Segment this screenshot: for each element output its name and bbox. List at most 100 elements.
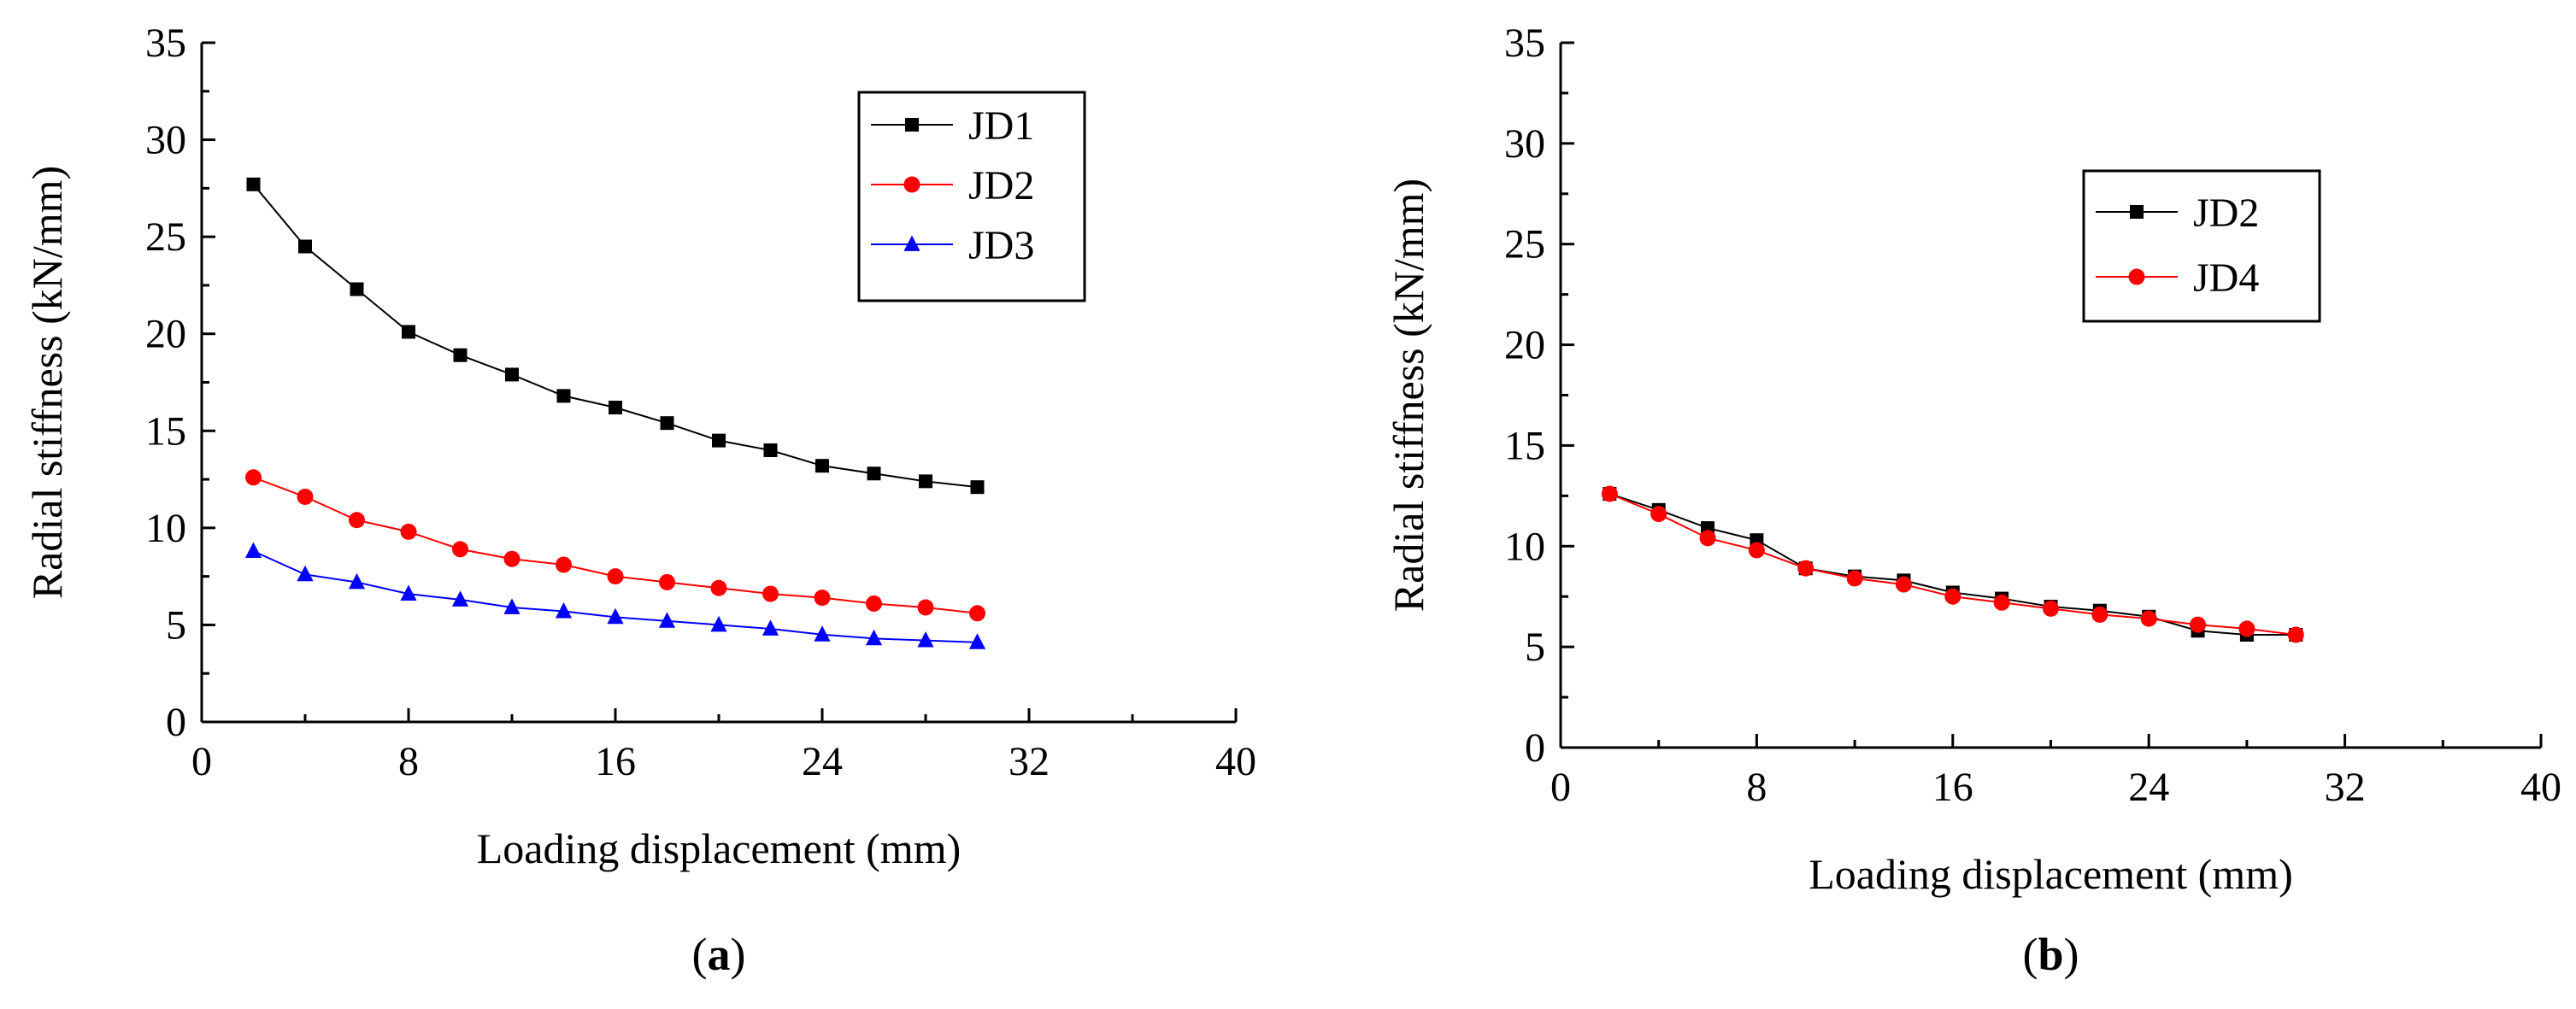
legend-box	[857, 91, 1086, 302]
x-tick-label: 8	[1746, 765, 1767, 810]
data-point	[712, 433, 726, 448]
series-line	[253, 550, 978, 643]
data-point	[245, 469, 262, 486]
y-tick-label: 25	[1504, 222, 1545, 267]
x-tick-label: 0	[191, 739, 212, 784]
data-point	[762, 585, 779, 602]
data-point	[2140, 610, 2157, 627]
legend-label: JD3	[968, 223, 1034, 268]
x-tick-label: 0	[1550, 765, 1571, 810]
y-axis-label: Radial stiffness (kN/mm)	[1385, 179, 1432, 612]
data-point	[609, 401, 622, 415]
data-point	[451, 590, 469, 607]
data-point	[348, 572, 366, 590]
data-point	[298, 239, 312, 254]
data-point	[1699, 530, 1716, 547]
data-point	[2190, 616, 2207, 633]
legend-marker	[905, 118, 919, 132]
legend-marker	[2128, 268, 2145, 285]
legend-label: JD4	[2193, 255, 2259, 301]
x-axis-label: Loading displacement (mm)	[477, 824, 962, 872]
y-tick-label: 5	[166, 602, 186, 648]
y-tick-label: 20	[145, 312, 186, 357]
data-point	[762, 619, 779, 636]
data-point	[658, 612, 676, 628]
series-JD3	[244, 542, 986, 649]
y-tick-label: 30	[1504, 121, 1545, 167]
data-point	[1601, 485, 1618, 502]
panel-letter: a	[708, 929, 731, 980]
legend-marker	[903, 235, 920, 251]
x-axis-label: Loading displacement (mm)	[1808, 850, 2293, 898]
data-point	[867, 466, 881, 481]
x-tick-label: 16	[595, 739, 636, 784]
data-point	[2043, 600, 2059, 617]
data-point	[917, 631, 934, 648]
series-JD4	[1601, 485, 2304, 643]
data-point	[710, 579, 727, 596]
y-tick-label: 20	[1504, 323, 1545, 368]
panel-letter: b	[2038, 929, 2063, 980]
y-axis-label: Radial stiffness (kN/mm)	[23, 166, 71, 599]
series-line	[1609, 493, 2297, 636]
data-point	[297, 565, 314, 582]
data-point	[917, 599, 934, 616]
data-point	[452, 541, 468, 558]
y-tick-label: 0	[1525, 725, 1545, 771]
legend-marker	[903, 176, 920, 193]
x-tick-label: 16	[1932, 765, 1973, 810]
data-point	[2287, 626, 2304, 643]
data-point	[865, 629, 883, 646]
y-tick-label: 5	[1525, 625, 1545, 670]
y-tick-label: 15	[145, 408, 186, 454]
y-tick-label: 10	[1504, 524, 1545, 569]
y-tick-label: 30	[145, 118, 186, 163]
data-point	[1944, 588, 1961, 605]
data-point	[814, 625, 831, 642]
y-tick-label: 25	[145, 214, 186, 260]
x-tick-label: 40	[1215, 739, 1256, 784]
data-point	[1650, 506, 1667, 523]
x-tick-label: 24	[2128, 765, 2169, 810]
legend-box	[2082, 169, 2321, 323]
data-point	[349, 512, 365, 529]
data-point	[503, 598, 520, 614]
data-point	[402, 325, 415, 339]
data-point	[555, 601, 573, 619]
x-tick-label: 40	[2520, 765, 2561, 810]
data-point	[763, 443, 778, 457]
legend: JD1 JD2 JD3	[857, 91, 1086, 302]
chart-panel-a: 0 8 16 24 32 40 0 5 10 15 20 25 30 35 Loading displace…	[23, 21, 1256, 980]
panel-label: (a)	[692, 929, 746, 980]
y-tick-label: 10	[145, 506, 186, 551]
data-point	[814, 590, 831, 607]
data-point	[1797, 560, 1814, 577]
data-point	[400, 584, 417, 601]
y-tick-label: 35	[1504, 21, 1545, 66]
x-tick-label: 24	[802, 739, 843, 784]
y-tick-label: 15	[1504, 423, 1545, 468]
data-point	[1846, 570, 1863, 587]
legend-label: JD2	[2193, 191, 2259, 236]
data-point	[660, 416, 674, 431]
x-tick-label: 32	[1009, 739, 1050, 784]
x-tick-label: 8	[398, 739, 419, 784]
data-point	[607, 568, 624, 585]
series-line	[1609, 493, 2297, 636]
series-line	[253, 476, 978, 614]
data-point	[453, 348, 468, 362]
data-point	[244, 542, 262, 559]
series-JD1	[246, 177, 985, 495]
panel-label: (b)	[2022, 929, 2079, 980]
data-point	[503, 550, 520, 567]
legend-marker	[2130, 205, 2144, 219]
data-point	[350, 282, 364, 296]
data-point	[866, 595, 882, 612]
data-point	[400, 523, 417, 540]
data-point	[297, 489, 314, 506]
x-tick-label: 32	[2325, 765, 2366, 810]
data-point	[1895, 576, 1912, 593]
data-point	[505, 367, 519, 382]
